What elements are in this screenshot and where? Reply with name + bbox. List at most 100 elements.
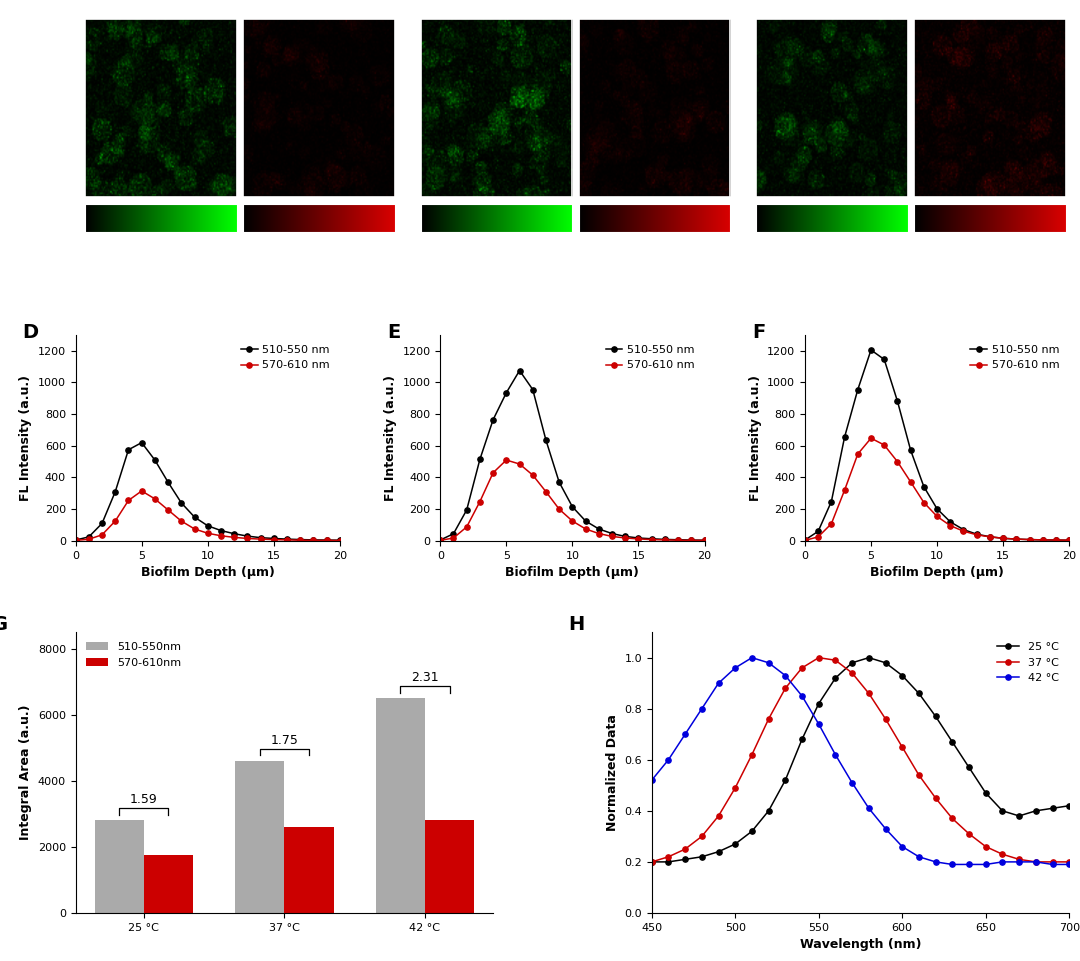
37 °C — [678, 844, 691, 855]
570-610 nm — [1063, 534, 1076, 546]
25 °C — [913, 688, 926, 700]
570-610 nm — [878, 439, 891, 451]
Line: 570-610 nm: 570-610 nm — [437, 457, 707, 543]
37 °C — [879, 713, 892, 725]
25 °C — [662, 856, 675, 868]
Legend: 510-550 nm, 570-610 nm: 510-550 nm, 570-610 nm — [966, 340, 1064, 375]
Line: 570-610 nm: 570-610 nm — [73, 488, 342, 543]
510-550 nm — [825, 496, 838, 507]
570-610 nm — [864, 432, 877, 444]
510-550 nm — [957, 524, 970, 535]
570-610 nm — [215, 530, 228, 542]
25 °C — [796, 733, 809, 745]
570-610 nm — [659, 534, 672, 546]
510-550 nm — [294, 533, 307, 545]
25 °C — [996, 805, 1009, 817]
510-550 nm — [82, 531, 95, 543]
37 °C — [980, 841, 993, 852]
510-550 nm — [970, 529, 983, 540]
42 °C — [696, 702, 708, 714]
25 °C — [980, 787, 993, 799]
510-550 nm — [1010, 533, 1023, 545]
570-610 nm — [526, 469, 539, 480]
510-550 nm — [1050, 534, 1063, 546]
37 °C — [996, 849, 1009, 860]
25 °C — [729, 838, 742, 850]
510-550 nm — [619, 530, 632, 542]
510-550 nm — [281, 533, 294, 545]
Text: 2.31: 2.31 — [411, 671, 438, 684]
570-610 nm — [334, 534, 347, 546]
37 °C — [913, 770, 926, 781]
570-610 nm — [851, 448, 864, 459]
570-610 nm — [281, 534, 294, 546]
570-610 nm — [566, 515, 579, 527]
Line: 37 °C: 37 °C — [649, 655, 1071, 865]
42 °C — [1047, 859, 1059, 871]
570-610 nm — [1050, 534, 1063, 546]
42 °C — [829, 749, 842, 760]
570-610 nm — [579, 523, 592, 534]
570-610 nm — [698, 534, 711, 546]
Text: B: B — [418, 16, 432, 36]
Legend: 510-550 nm, 570-610 nm: 510-550 nm, 570-610 nm — [602, 340, 699, 375]
510-550 nm — [175, 497, 188, 508]
37 °C — [779, 682, 792, 694]
Line: 510-550 nm: 510-550 nm — [437, 368, 707, 543]
570-610 nm — [500, 455, 513, 466]
510-550 nm — [109, 486, 122, 498]
510-550 nm — [460, 505, 473, 516]
25 °C — [712, 846, 725, 857]
Bar — [376, 699, 424, 913]
510-550 nm — [984, 531, 997, 543]
510-550 nm — [878, 354, 891, 365]
42 °C — [745, 652, 758, 663]
Bar — [424, 820, 474, 913]
570-610 nm — [268, 533, 281, 545]
25 °C — [745, 825, 758, 837]
510-550 nm — [526, 383, 539, 395]
510-550 nm — [254, 531, 267, 543]
42 °C — [1063, 859, 1076, 871]
37 °C — [829, 654, 842, 666]
510-550 nm — [500, 387, 513, 399]
570-610 nm — [891, 456, 904, 467]
42 °C — [678, 728, 691, 740]
510-550 nm — [606, 528, 619, 539]
42 °C — [762, 657, 775, 669]
570-610 nm — [672, 534, 685, 546]
510-550 nm — [434, 534, 447, 546]
37 °C — [662, 851, 675, 863]
37 °C — [929, 792, 942, 803]
570-610 nm — [798, 534, 811, 546]
25 °C — [812, 698, 825, 709]
570-610 nm — [970, 530, 983, 541]
570-610 nm — [122, 495, 135, 506]
Bar — [95, 821, 144, 913]
42 °C — [895, 841, 908, 852]
Y-axis label: FL Intensity (a.u.): FL Intensity (a.u.) — [748, 375, 761, 501]
570-610 nm — [812, 531, 825, 543]
25 °C — [779, 775, 792, 786]
42 °C — [1013, 856, 1026, 868]
570-610 nm — [434, 534, 447, 546]
37 °C — [1029, 856, 1042, 868]
37 °C — [712, 810, 725, 822]
42 °C — [796, 690, 809, 702]
510-550 nm — [320, 534, 333, 546]
Bar — [235, 761, 284, 913]
570-610 nm — [632, 533, 645, 545]
510-550 nm — [513, 365, 526, 377]
510-550 nm — [1023, 533, 1036, 545]
Text: C: C — [753, 16, 768, 36]
25 °C — [895, 670, 908, 681]
37 °C — [1013, 853, 1026, 865]
510-550 nm — [917, 480, 930, 492]
Y-axis label: FL Intensity (a.u.): FL Intensity (a.u.) — [383, 375, 396, 501]
510-550 nm — [851, 383, 864, 395]
570-610 nm — [825, 518, 838, 530]
570-610 nm — [944, 520, 957, 531]
Bar — [144, 855, 193, 913]
37 °C — [812, 652, 825, 663]
Y-axis label: Normalized Data: Normalized Data — [606, 714, 619, 831]
